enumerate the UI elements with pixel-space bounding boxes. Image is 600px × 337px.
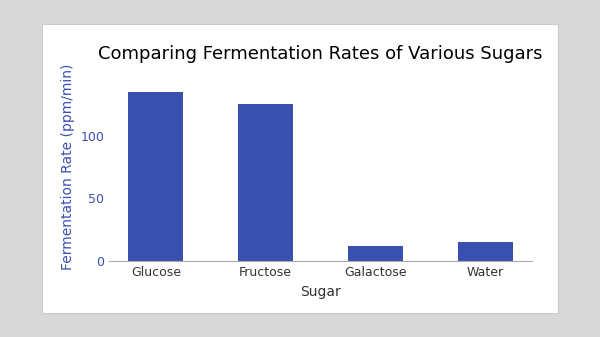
Title: Comparing Fermentation Rates of Various Sugars: Comparing Fermentation Rates of Various … bbox=[98, 45, 543, 63]
Bar bbox=[238, 104, 293, 261]
X-axis label: Sugar: Sugar bbox=[300, 285, 341, 299]
Bar bbox=[128, 92, 183, 261]
Y-axis label: Fermentation Rate (ppm/min): Fermentation Rate (ppm/min) bbox=[61, 64, 75, 270]
Bar bbox=[458, 242, 513, 261]
Bar bbox=[348, 246, 403, 261]
